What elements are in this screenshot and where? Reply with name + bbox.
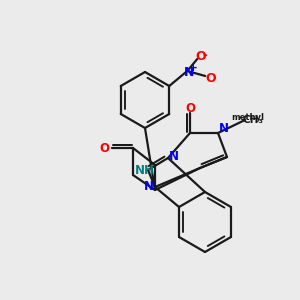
Text: +: + xyxy=(189,63,198,73)
Text: O: O xyxy=(99,142,109,154)
Text: CH₃: CH₃ xyxy=(242,115,263,125)
Text: O: O xyxy=(185,101,195,115)
Text: N: N xyxy=(219,122,229,134)
Text: O: O xyxy=(205,71,216,85)
Text: NH: NH xyxy=(135,164,155,176)
Text: methyl: methyl xyxy=(232,112,265,122)
Text: O: O xyxy=(195,50,206,62)
Text: N: N xyxy=(184,65,194,79)
Text: -: - xyxy=(203,49,208,62)
Text: N: N xyxy=(144,181,154,194)
Text: N: N xyxy=(169,149,179,163)
